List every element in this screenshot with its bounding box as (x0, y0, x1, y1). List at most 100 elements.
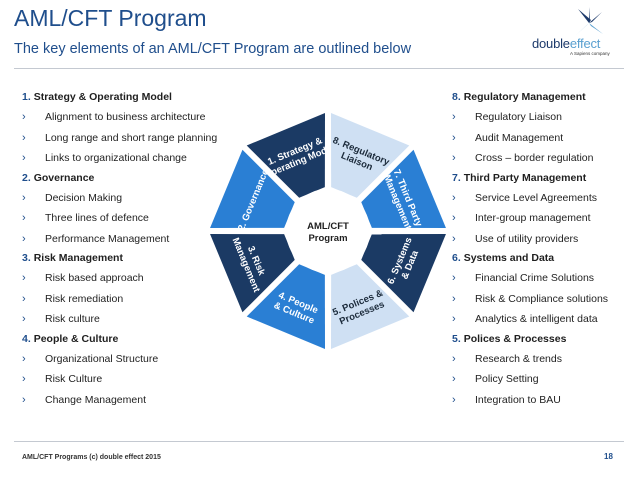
section-title-text: Polices & Processes (463, 332, 567, 345)
list-item-text: Alignment to business architecture (45, 111, 206, 123)
list-item: › Integration to BAU (452, 390, 632, 411)
wheel-segment (361, 149, 446, 229)
chevron-right-icon: › (22, 212, 26, 224)
chevron-right-icon: › (22, 152, 26, 164)
list-item-text: Change Management (45, 393, 146, 406)
list-item: › Service Level Agreements (452, 188, 632, 209)
section-number: 1. (22, 91, 31, 103)
section-6: 6. Systems and Data › Financial Crime Solu… (452, 249, 632, 330)
section-number: 3. (22, 252, 31, 264)
list-item: › Risk based approach (22, 268, 222, 289)
list-item: › Links to organizational change (22, 148, 222, 169)
list-item-text: Risk Culture (45, 373, 103, 385)
section-title: 8. Regulatory Management (452, 88, 632, 107)
section-title-text: Regulatory Management (463, 91, 586, 103)
section-number: 7. (452, 171, 461, 184)
wheel-segment (330, 113, 410, 198)
left-column: 1. Strategy & Operating Model › Alignment … (22, 88, 222, 410)
list-item: › Cross – border regulation (452, 148, 632, 169)
section-2: 2. Governance › Decision Making › Three line… (22, 169, 222, 250)
footer-text: AML/CFT Programs (c) double effect 2015 (22, 454, 161, 461)
wheel-segment (210, 233, 295, 313)
list-item-text: Regulatory Liaison (475, 111, 562, 123)
chevron-right-icon: › (452, 352, 456, 365)
wheel-segment (210, 149, 295, 229)
list-item-text: Cross – border regulation (475, 152, 594, 164)
list-item: › Use of utility providers (452, 229, 632, 250)
list-item: › Regulatory Liaison (452, 107, 632, 128)
chevron-right-icon: › (22, 373, 26, 385)
section-title: 7. Third Party Management (452, 169, 632, 188)
section-number: 6. (452, 252, 461, 264)
list-item-text: Performance Management (45, 232, 170, 245)
chevron-right-icon: › (452, 292, 456, 305)
chevron-right-icon: › (22, 393, 26, 406)
list-item: › Organizational Structure (22, 349, 222, 370)
section-title-text: Strategy & Operating Model (33, 91, 172, 103)
header-divider (14, 68, 624, 69)
list-item: › Audit Management (452, 128, 632, 149)
section-5: 5. Polices & Processes › Research & trends… (452, 330, 632, 411)
chevron-right-icon: › (452, 131, 456, 144)
list-item: › Analytics & intelligent data (452, 309, 632, 330)
chevron-right-icon: › (22, 191, 26, 204)
wheel-segment (246, 113, 326, 198)
section-title: 3. Risk Management (22, 249, 222, 268)
section-number: 4. (22, 332, 31, 345)
section-number: 5. (452, 332, 461, 345)
list-item: › Policy Setting (452, 369, 632, 390)
chevron-right-icon: › (22, 272, 26, 284)
list-item-text: Long range and short range planning (45, 131, 218, 144)
section-title: 2. Governance (22, 169, 222, 188)
list-item: › Risk culture (22, 309, 222, 330)
section-title-text: Risk Management (33, 252, 123, 264)
section-title: 6. Systems and Data (452, 249, 632, 268)
list-item-text: Use of utility providers (475, 232, 579, 245)
list-item: › Risk Culture (22, 369, 222, 390)
section-number: 8. (452, 91, 461, 103)
list-item: › Decision Making (22, 188, 222, 209)
wheel-center-label: Program (308, 233, 347, 244)
list-item-text: Service Level Agreements (475, 191, 597, 204)
list-item: › Performance Management (22, 229, 222, 250)
list-item: › Long range and short range planning (22, 128, 222, 149)
chevron-right-icon: › (22, 352, 26, 365)
section-title-text: Governance (33, 171, 95, 184)
wheel-center (286, 189, 370, 273)
section-title-text: Third Party Management (463, 171, 587, 184)
section-3: 3. Risk Management › Risk based approach › R… (22, 249, 222, 330)
doubleeffect-star-icon (576, 7, 603, 35)
logo-word-effect: effect (569, 36, 601, 51)
section-title-text: People & Culture (33, 332, 119, 345)
section-8: 8. Regulatory Management › Regulatory Liai… (452, 88, 632, 169)
list-item: › Financial Crime Solutions (452, 268, 632, 289)
list-item: › Research & trends (452, 349, 632, 370)
chevron-right-icon: › (22, 232, 26, 245)
list-item-text: Risk & Compliance solutions (475, 292, 609, 305)
list-item-text: Inter-group management (475, 212, 591, 224)
wheel-segment (246, 264, 326, 349)
list-item: › Risk remediation (22, 289, 222, 310)
list-item-text: Research & trends (475, 352, 562, 365)
list-item-text: Risk based approach (45, 272, 144, 284)
wheel-segment (330, 264, 410, 349)
section-title: 5. Polices & Processes (452, 330, 632, 349)
chevron-right-icon: › (452, 393, 456, 406)
chevron-right-icon: › (22, 313, 26, 325)
chevron-right-icon: › (452, 212, 456, 224)
wheel-segment (361, 233, 446, 313)
section-4: 4. People & Culture › Organizational Struc… (22, 330, 222, 411)
list-item: › Three lines of defence (22, 208, 222, 229)
logo-wordmark: doubleeffect (532, 36, 600, 51)
list-item: › Risk & Compliance solutions (452, 289, 632, 310)
list-item-text: Policy Setting (475, 373, 539, 385)
chevron-right-icon: › (452, 272, 456, 284)
chevron-right-icon: › (452, 313, 456, 325)
list-item-text: Integration to BAU (475, 393, 561, 406)
chevron-right-icon: › (452, 191, 456, 204)
wheel-center-label: AML/CFT (307, 221, 349, 232)
list-item-text: Audit Management (475, 131, 564, 144)
logo-word-double: double (532, 36, 570, 51)
list-item: › Change Management (22, 390, 222, 411)
